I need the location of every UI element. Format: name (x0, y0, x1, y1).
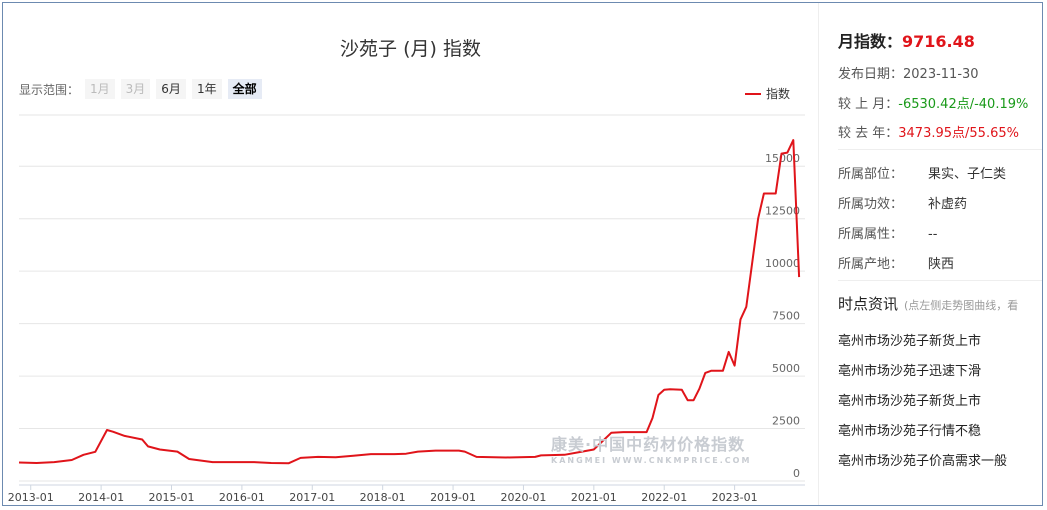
yoy-value: 3473.95点/55.65% (898, 126, 1019, 141)
y-tick-label: 2500 (772, 415, 800, 428)
y-tick-label: 10000 (765, 257, 800, 270)
prop-part-key: 所属部位： (838, 167, 904, 182)
legend-label: 指数 (766, 87, 791, 101)
x-tick-label: 2013-01 (8, 491, 54, 504)
x-tick-label: 2020-01 (500, 491, 546, 504)
x-tick-label: 2021-01 (571, 491, 617, 504)
yoy-label: 较 去 年： (838, 126, 899, 141)
news-item[interactable]: 亳州市场沙苑子行情不稳 (838, 424, 982, 439)
publish-date-value: 2023-11-30 (903, 67, 979, 82)
prop-attr-row: 所属属性： -- (838, 223, 937, 242)
gridlines (19, 114, 805, 482)
axes (19, 484, 805, 490)
series-layer (18, 139, 801, 465)
x-tick-label: 2017-01 (289, 491, 335, 504)
range-label: 显示范围： (19, 82, 80, 97)
index-value: 9716.48 (902, 32, 975, 51)
x-tick-label: 2018-01 (360, 491, 406, 504)
tick-labels: 0 2500 5000 7500 10000 12500 15000 2013-01 2014-… (8, 152, 800, 504)
prop-part-value: 果实、子仁类 (928, 167, 1007, 182)
legend-line-swatch (745, 92, 761, 95)
info-divider-2 (838, 280, 1042, 281)
news-title-text: 时点资讯 (838, 295, 899, 313)
prop-origin-value: 陕西 (928, 257, 955, 272)
y-tick-label: 15000 (765, 152, 800, 165)
publish-date-label: 发布日期： (838, 67, 904, 82)
y-tick-label: 12500 (765, 205, 800, 218)
x-tick-label: 2022-01 (641, 491, 687, 504)
y-tick-label: 5000 (772, 362, 800, 375)
publish-date-row: 发布日期：2023-11-30 (838, 63, 979, 82)
index-series-line[interactable] (18, 139, 801, 465)
x-tick-label: 2023-01 (712, 491, 758, 504)
chart-pane: 沙苑子 (月) 指数 显示范围： 1月 3月 6月 1年 全部 指数 0 2500… (3, 3, 818, 506)
prop-effect-row: 所属功效： 补虚药 (838, 193, 967, 212)
y-tick-label: 0 (793, 467, 800, 480)
news-hint: (点左侧走势图曲线，看 (904, 299, 1019, 312)
news-item[interactable]: 亳州市场沙苑子新货上市 (838, 334, 982, 349)
x-tick-label: 2015-01 (149, 491, 195, 504)
index-label: 月指数： (838, 32, 903, 51)
mom-value: -6530.42点/-40.19% (898, 97, 1029, 112)
prop-attr-value: -- (928, 227, 938, 242)
news-section-title: 时点资讯 (点左侧走势图曲线，看 (838, 293, 1018, 314)
info-divider-1 (838, 149, 1042, 150)
chart-legend[interactable]: 指数 (745, 85, 790, 102)
chart-title: 沙苑子 (月) 指数 (340, 38, 481, 60)
panel-divider (818, 3, 819, 505)
yoy-row: 较 去 年：3473.95点/55.65% (838, 122, 1019, 141)
range-button-1y[interactable]: 1年 (191, 79, 222, 99)
range-button-1m[interactable]: 1月 (85, 79, 115, 99)
watermark-logo: 康美·中国中药材价格指数 KANGMEI WWW.CNKMPRICE.COM (551, 431, 751, 465)
prop-origin-key: 所属产地： (838, 257, 904, 272)
news-item[interactable]: 亳州市场沙苑子迅速下滑 (838, 364, 982, 379)
prop-origin-row: 所属产地： 陕西 (838, 253, 954, 272)
news-item[interactable]: 亳州市场沙苑子价高需求一般 (838, 454, 1008, 469)
range-selector: 显示范围： 1月 3月 6月 1年 全部 (19, 79, 268, 99)
prop-part-row: 所属部位： 果实、子仁类 (838, 163, 1006, 182)
y-tick-label: 7500 (772, 310, 800, 323)
line-chart[interactable]: 0 2500 5000 7500 10000 12500 15000 2013-01 2014-… (3, 3, 818, 506)
x-tick-label: 2019-01 (430, 491, 476, 504)
range-button-6m[interactable]: 6月 (156, 79, 186, 99)
mom-label: 较 上 月： (838, 97, 899, 112)
prop-effect-key: 所属功效： (838, 197, 904, 212)
prop-effect-value: 补虚药 (928, 197, 968, 212)
range-button-3m[interactable]: 3月 (120, 79, 151, 99)
x-tick-label: 2014-01 (78, 491, 124, 504)
watermark-sub: KANGMEI WWW.CNKMPRICE.COM (551, 456, 752, 465)
news-item[interactable]: 亳州市场沙苑子新货上市 (838, 394, 982, 409)
range-button-all[interactable]: 全部 (227, 79, 262, 99)
watermark-main: 康美·中国中药材价格指数 (551, 435, 746, 454)
index-headline: 月指数：9716.48 (838, 28, 975, 52)
mom-row: 较 上 月：-6530.42点/-40.19% (838, 93, 1028, 112)
x-tick-label: 2016-01 (219, 491, 265, 504)
prop-attr-key: 所属属性： (838, 227, 904, 242)
